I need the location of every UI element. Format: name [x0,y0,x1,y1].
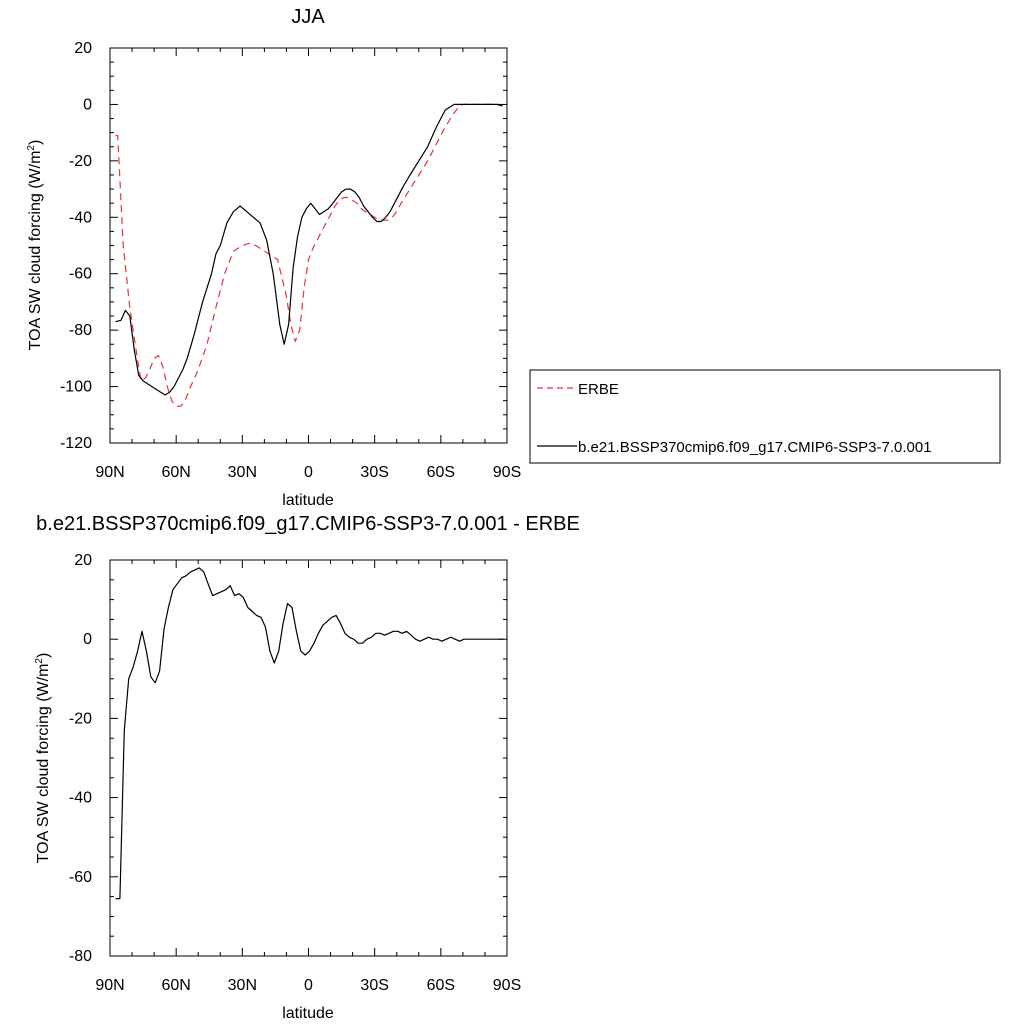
y-axis-label-sup: 2 [34,658,45,664]
y-tick-label: -120 [60,435,92,452]
x-tick-label: 60N [161,464,190,481]
legend-box [529,369,1001,464]
y-tick-label: -80 [69,322,92,339]
series-line-difference [115,567,504,900]
legend-label-model: b.e21.BSSP370cmip6.f09_g17.CMIP6-SSP3-7.… [578,439,932,456]
x-tick-label: 90N [95,464,124,481]
y-tick-label: -20 [69,710,92,727]
series-lines [115,103,503,407]
chart-title: b.e21.BSSP370cmip6.f09_g17.CMIP6-SSP3-7.… [36,513,580,535]
x-tick-label: 60S [427,464,455,481]
x-tick-label: 30S [360,977,388,994]
x-tick-labels: 90N 60N 30N 0 30S 60S 90S [95,977,521,994]
x-tick-label: 90S [493,464,521,481]
y-tick-label: -80 [69,948,92,965]
x-tick-label: 0 [304,977,313,994]
y-tick-label: -60 [69,869,92,886]
tick-marks [109,559,508,957]
x-axis-label: latitude [282,492,334,509]
y-tick-label: -40 [69,790,92,807]
x-tick-label: 30S [360,464,388,481]
y-tick-label: 20 [74,40,92,57]
y-axis-label-tail: ) [27,140,44,145]
y-axis-label-tail: ) [35,653,52,658]
x-tick-label: 30N [228,977,257,994]
plot-frame [109,559,508,957]
y-tick-label: 0 [83,96,92,113]
series-line-b [115,103,503,396]
y-axis-label-main: TOA SW cloud forcing (W/m [35,664,52,864]
y-axis-label-sup: 2 [26,145,37,151]
tick-marks [109,47,508,444]
y-axis-label-main: TOA SW cloud forcing (W/m [27,151,44,351]
panel-top: JJA 20 0 -20 -40 -60 -80 -100 -120 90N 60N 30N 0 30… [26,6,1001,509]
y-tick-labels: 20 0 -20 -40 -60 -80 -100 -120 [60,40,92,452]
x-tick-labels: 90N 60N 30N 0 30S 60S 90S [95,464,521,481]
y-tick-labels: 20 0 -20 -40 -60 -80 [69,552,92,965]
y-tick-label: -60 [69,266,92,283]
y-tick-label: 20 [74,552,92,569]
y-axis-label: TOA SW cloud forcing (W/m2) [26,140,44,351]
x-axis-label: latitude [282,1005,334,1022]
x-tick-label: 60S [427,977,455,994]
x-tick-label: 90S [493,977,521,994]
y-tick-label: -40 [69,209,92,226]
legend-label-erbe: ERBE [578,381,619,398]
series-lines [115,567,504,900]
chart-title: JJA [291,6,325,28]
legend: ERBE b.e21.BSSP370cmip6.f09_g17.CMIP6-SS… [529,369,1001,464]
plot-frame [109,47,508,444]
x-tick-label: 60N [161,977,190,994]
y-tick-label: -20 [69,153,92,170]
panel-bottom: b.e21.BSSP370cmip6.f09_g17.CMIP6-SSP3-7.… [34,513,580,1022]
y-tick-label: -100 [60,379,92,396]
y-axis-label: TOA SW cloud forcing (W/m2) [34,653,52,864]
x-tick-label: 30N [228,464,257,481]
x-tick-label: 0 [304,464,313,481]
y-tick-label: 0 [83,631,92,648]
x-tick-label: 90N [95,977,124,994]
series-line-erbe [115,103,503,407]
